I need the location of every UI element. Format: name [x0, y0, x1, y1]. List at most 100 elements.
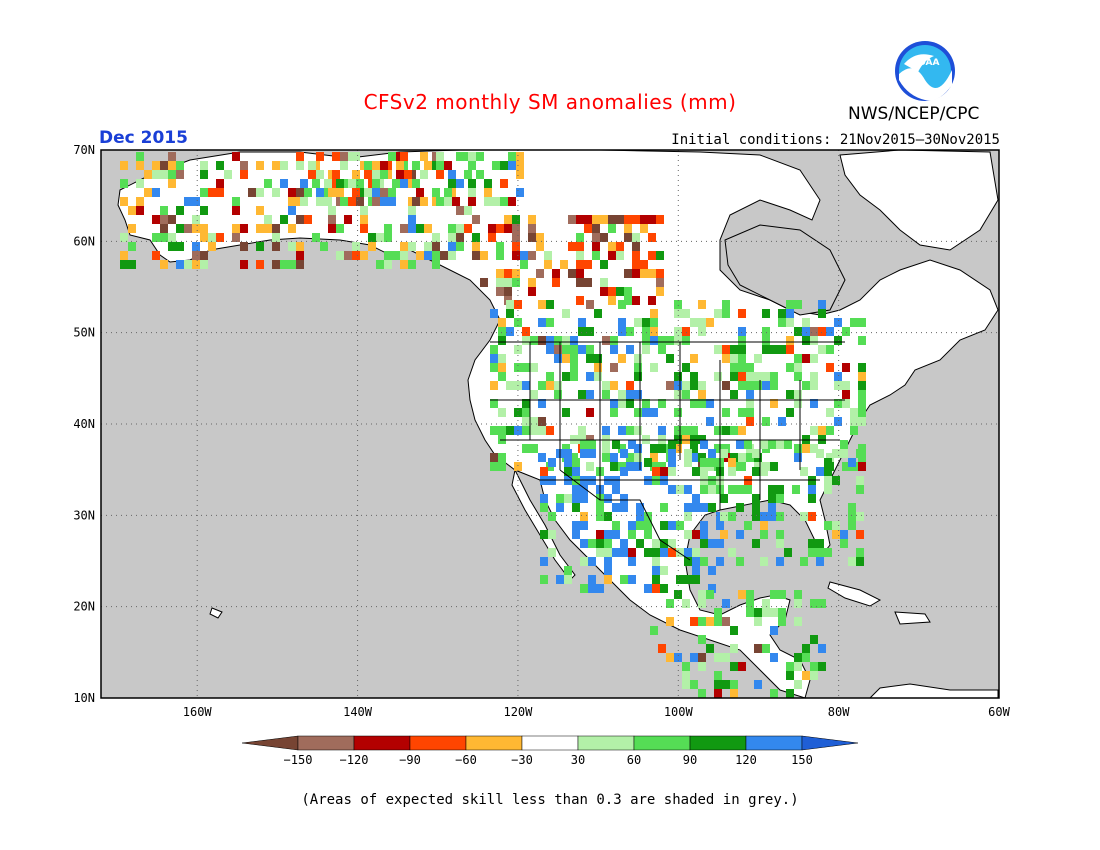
anomaly-cell	[472, 242, 480, 251]
anomaly-cell	[264, 224, 272, 233]
colorbar-label: 120	[735, 753, 757, 767]
anomaly-cell	[612, 503, 620, 512]
anomaly-cell	[288, 206, 296, 215]
anomaly-cell	[576, 269, 584, 278]
anomaly-cell	[770, 626, 778, 635]
anomaly-cell	[516, 161, 524, 170]
colorbar: −150 −120 −90 −60 −30 30 60 90 120 150	[241, 735, 859, 767]
anomaly-cell	[200, 260, 208, 269]
anomaly-cell	[356, 197, 364, 206]
anomaly-cell	[692, 467, 700, 476]
anomaly-cell	[610, 363, 618, 372]
anomaly-cell	[648, 269, 656, 278]
anomaly-cell	[856, 485, 864, 494]
anomaly-cell	[810, 399, 818, 408]
anomaly-cell	[752, 467, 760, 476]
anomaly-cell	[144, 170, 152, 179]
anomaly-cell	[738, 336, 746, 345]
anomaly-cell	[620, 548, 628, 557]
anomaly-cell	[288, 224, 296, 233]
anomaly-cell	[738, 345, 746, 354]
anomaly-cell	[720, 512, 728, 521]
anomaly-cell	[786, 336, 794, 345]
anomaly-cell	[708, 485, 716, 494]
anomaly-cell	[562, 309, 570, 318]
anomaly-cell	[618, 444, 626, 453]
anomaly-cell	[612, 521, 620, 530]
anomaly-cell	[562, 408, 570, 417]
anomaly-cell	[722, 426, 730, 435]
hispaniola-landmass	[894, 611, 931, 625]
anomaly-cell	[818, 644, 826, 653]
anomaly-cell	[364, 170, 372, 179]
anomaly-cell	[768, 485, 776, 494]
lat-tick-label: 60N	[73, 234, 95, 248]
anomaly-cell	[858, 372, 866, 381]
anomaly-cell	[826, 408, 834, 417]
anomaly-cell	[328, 224, 336, 233]
anomaly-cell	[634, 453, 642, 462]
anomaly-cell	[632, 233, 640, 242]
anomaly-cell	[602, 390, 610, 399]
anomaly-cell	[658, 462, 666, 471]
anomaly-cell	[682, 363, 690, 372]
anomaly-cell	[626, 426, 634, 435]
anomaly-cell	[538, 336, 546, 345]
anomaly-cell	[778, 417, 786, 426]
anomaly-cell	[432, 242, 440, 251]
colorbar-segment	[633, 735, 691, 751]
initial-conditions: Initial conditions: 21Nov2015—30Nov2015	[671, 132, 1000, 148]
anomaly-cell	[818, 662, 826, 671]
anomaly-cell	[448, 251, 456, 260]
anomaly-cell	[344, 215, 352, 224]
anomaly-cell	[700, 467, 708, 476]
anomaly-cell	[504, 224, 512, 233]
anomaly-cell	[570, 372, 578, 381]
anomaly-cell	[514, 408, 522, 417]
anomaly-cell	[436, 152, 444, 161]
anomaly-cell	[692, 494, 700, 503]
anomaly-cell	[192, 224, 200, 233]
anomaly-cell	[168, 170, 176, 179]
anomaly-cell	[240, 170, 248, 179]
anomaly-cell	[752, 494, 760, 503]
anomaly-cell	[698, 617, 706, 626]
anomaly-cell	[384, 224, 392, 233]
anomaly-cell	[344, 251, 352, 260]
anomaly-cell	[604, 575, 612, 584]
anomaly-cell	[698, 599, 706, 608]
colorbar-label: 150	[791, 753, 813, 767]
anomaly-cell	[360, 251, 368, 260]
anomaly-cell	[786, 390, 794, 399]
anomaly-cell	[668, 539, 676, 548]
anomaly-cell	[698, 381, 706, 390]
anomaly-cell	[320, 242, 328, 251]
anomaly-cell	[808, 485, 816, 494]
anomaly-cell	[634, 354, 642, 363]
anomaly-cell	[120, 161, 128, 170]
anomaly-cell	[794, 453, 802, 462]
anomaly-cell	[216, 161, 224, 170]
anomaly-cell	[312, 233, 320, 242]
anomaly-cell	[160, 170, 168, 179]
anomaly-cell	[476, 170, 484, 179]
anomaly-cell	[668, 521, 676, 530]
anomaly-cell	[660, 584, 668, 593]
anomaly-cell	[690, 444, 698, 453]
anomaly-cell	[754, 462, 762, 471]
anomaly-cell	[794, 599, 802, 608]
anomaly-cell	[404, 170, 412, 179]
anomaly-cell	[528, 224, 536, 233]
anomaly-cell	[760, 557, 768, 566]
anomaly-cell	[624, 269, 632, 278]
anomaly-cell	[728, 548, 736, 557]
anomaly-cell	[522, 336, 530, 345]
colorbar-label: −30	[511, 753, 533, 767]
anomaly-cell	[816, 548, 824, 557]
anomaly-cell	[168, 242, 176, 251]
anomaly-cell	[714, 345, 722, 354]
anomaly-cell	[596, 512, 604, 521]
anomaly-cell	[714, 608, 722, 617]
anomaly-cell	[576, 296, 584, 305]
skill-note: (Areas of expected skill less than 0.3 a…	[301, 792, 799, 808]
